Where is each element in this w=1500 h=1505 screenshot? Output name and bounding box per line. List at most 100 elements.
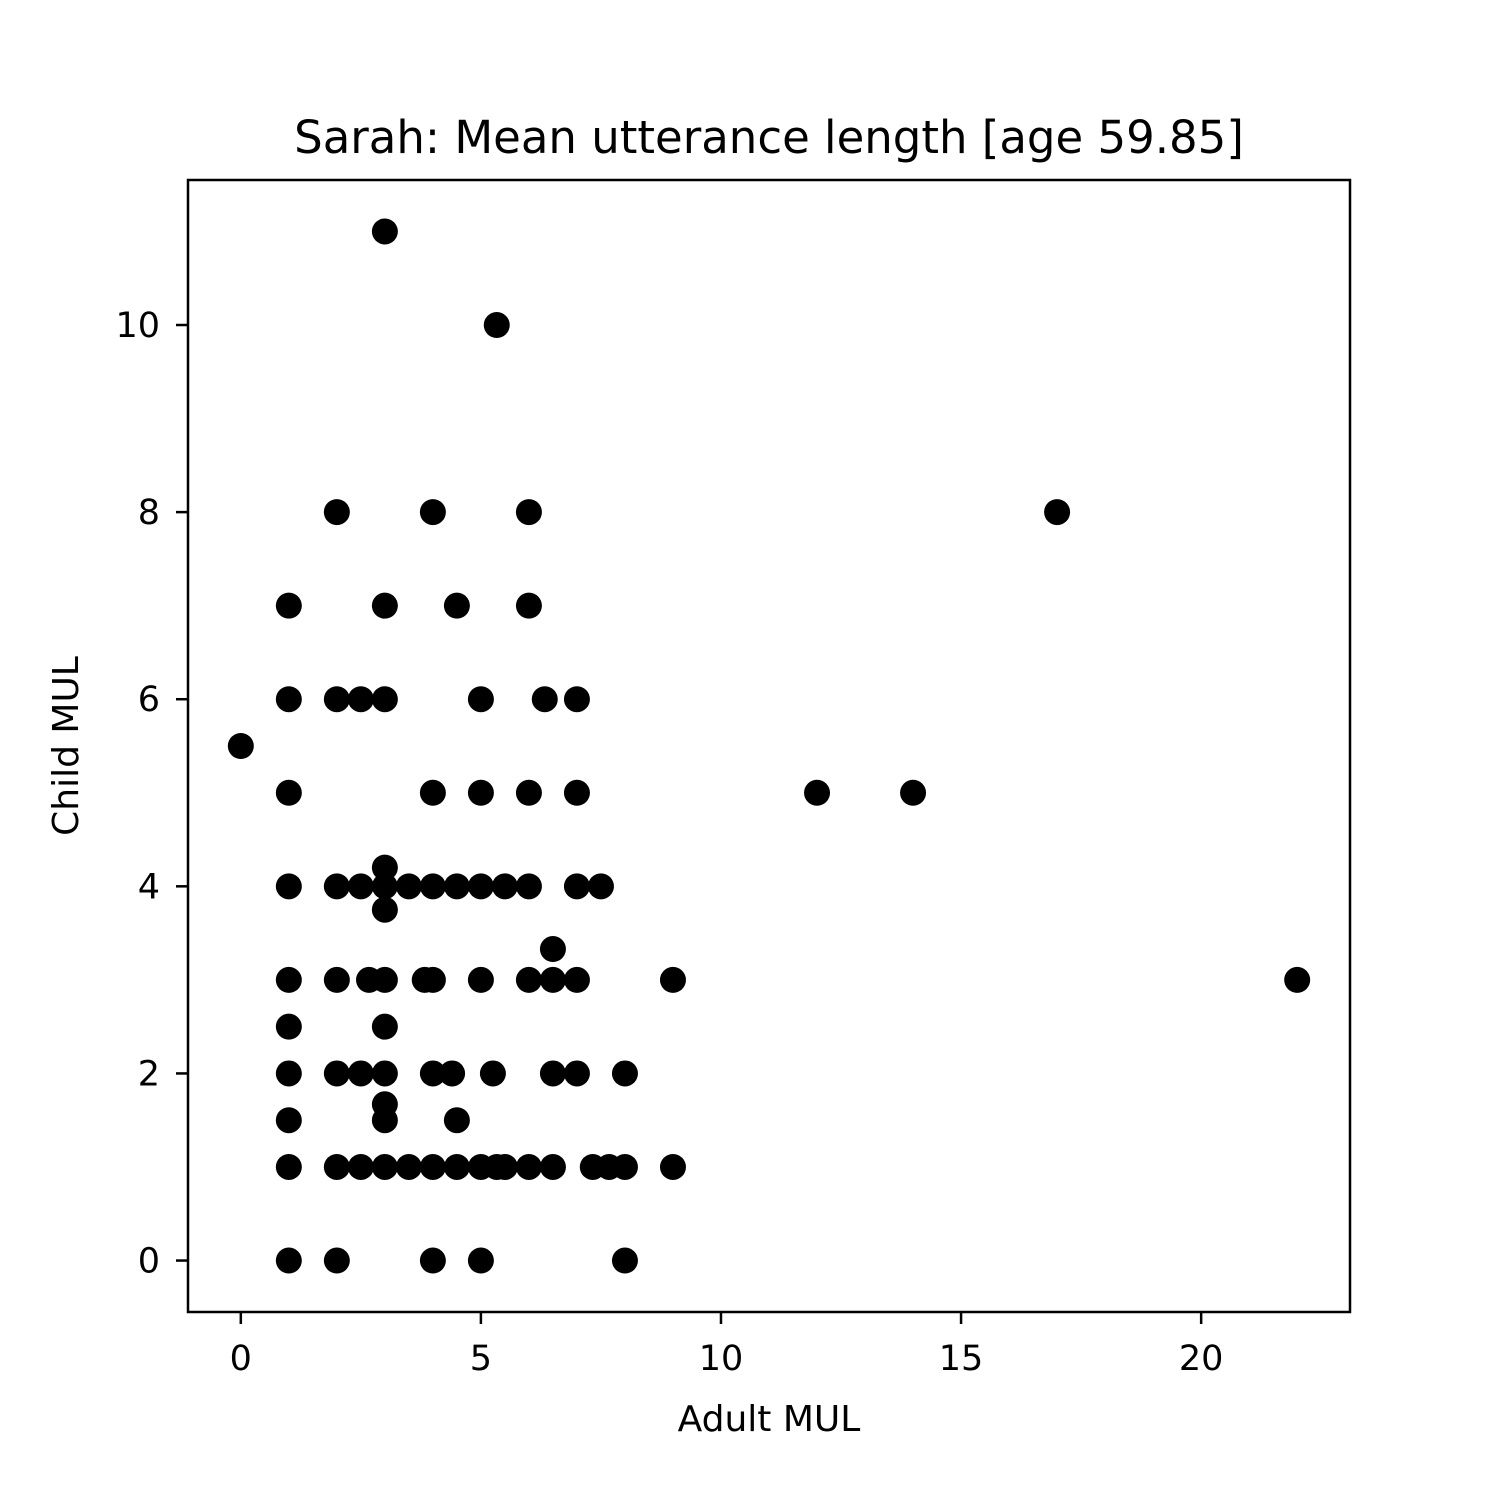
data-point xyxy=(491,873,518,900)
x-tick-label: 20 xyxy=(1179,1339,1224,1379)
data-point xyxy=(323,1060,350,1087)
data-point xyxy=(323,873,350,900)
data-point xyxy=(275,1013,302,1040)
data-point xyxy=(323,1153,350,1180)
data-point xyxy=(419,1247,446,1274)
data-point xyxy=(515,592,542,619)
data-point xyxy=(275,1060,302,1087)
data-point xyxy=(539,1060,566,1087)
data-point xyxy=(539,936,566,963)
y-tick-label: 6 xyxy=(138,680,160,720)
data-point xyxy=(275,779,302,806)
data-point xyxy=(395,1153,422,1180)
chart-title: Sarah: Mean utterance length [age 59.85] xyxy=(294,111,1244,164)
plot-frame xyxy=(186,178,1352,1314)
data-point xyxy=(371,592,398,619)
data-point xyxy=(371,854,398,881)
data-point xyxy=(563,686,590,713)
x-tick-label: 5 xyxy=(470,1339,492,1379)
data-point xyxy=(419,1153,446,1180)
data-point xyxy=(467,779,494,806)
data-point xyxy=(419,499,446,526)
data-point xyxy=(227,733,254,759)
data-point xyxy=(900,779,927,806)
data-point xyxy=(371,873,398,900)
y-tick-label: 0 xyxy=(138,1242,160,1282)
data-point xyxy=(439,1060,466,1087)
data-point xyxy=(467,966,494,993)
data-point xyxy=(515,779,542,806)
data-point xyxy=(515,1153,542,1180)
y-axis-label: Child MUL xyxy=(46,656,87,836)
data-point xyxy=(443,1107,470,1134)
data-point xyxy=(539,966,566,993)
data-points xyxy=(227,218,1311,1274)
y-tick-label: 4 xyxy=(138,867,160,907)
data-point xyxy=(1284,966,1311,993)
data-point xyxy=(531,686,558,713)
data-point xyxy=(275,1107,302,1134)
data-point xyxy=(275,966,302,993)
data-point xyxy=(611,1153,638,1180)
data-point xyxy=(804,779,831,806)
data-point xyxy=(515,966,542,993)
data-point xyxy=(371,1153,398,1180)
data-point xyxy=(275,1153,302,1180)
data-point xyxy=(347,1060,374,1087)
data-point xyxy=(347,873,374,900)
data-point xyxy=(515,499,542,526)
data-point xyxy=(515,873,542,900)
data-point xyxy=(371,218,398,245)
data-point xyxy=(467,686,494,713)
data-point xyxy=(347,1153,374,1180)
data-point xyxy=(443,873,470,900)
data-point xyxy=(371,1107,398,1134)
x-tick-label: 0 xyxy=(230,1339,252,1379)
y-tick-label: 8 xyxy=(138,493,160,533)
data-point xyxy=(659,966,686,993)
data-point xyxy=(1044,499,1071,526)
data-point xyxy=(419,873,446,900)
axis-ticks: 0 5 10 15 20 0 2 4 6 8 10 xyxy=(115,306,1223,1379)
data-point xyxy=(563,779,590,806)
data-point xyxy=(563,873,590,900)
data-point xyxy=(275,873,302,900)
data-point xyxy=(563,966,590,993)
data-point xyxy=(483,312,510,339)
data-point xyxy=(275,686,302,713)
data-point xyxy=(587,873,614,900)
data-point xyxy=(467,873,494,900)
data-point xyxy=(611,1247,638,1274)
data-point xyxy=(443,592,470,619)
data-point xyxy=(323,966,350,993)
data-point xyxy=(371,1060,398,1087)
data-point xyxy=(323,499,350,526)
data-point xyxy=(275,592,302,619)
y-tick-label: 10 xyxy=(115,306,160,346)
data-point xyxy=(419,966,446,993)
data-point xyxy=(563,1060,590,1087)
data-point xyxy=(491,1153,518,1180)
data-point xyxy=(323,1247,350,1274)
data-point xyxy=(323,686,350,713)
x-tick-label: 15 xyxy=(939,1339,984,1379)
data-point xyxy=(395,873,422,900)
y-tick-label: 2 xyxy=(138,1054,160,1094)
data-point xyxy=(467,1247,494,1274)
data-point xyxy=(659,1153,686,1180)
data-point xyxy=(419,1060,446,1087)
data-point xyxy=(419,779,446,806)
x-tick-label: 10 xyxy=(699,1339,744,1379)
x-axis-label: Adult MUL xyxy=(678,1399,861,1440)
data-point xyxy=(443,1153,470,1180)
data-point xyxy=(479,1060,506,1087)
data-point xyxy=(371,1013,398,1040)
data-point xyxy=(347,686,374,713)
data-point xyxy=(371,966,398,993)
data-point xyxy=(371,896,398,923)
data-point xyxy=(275,1247,302,1274)
data-point xyxy=(611,1060,638,1087)
